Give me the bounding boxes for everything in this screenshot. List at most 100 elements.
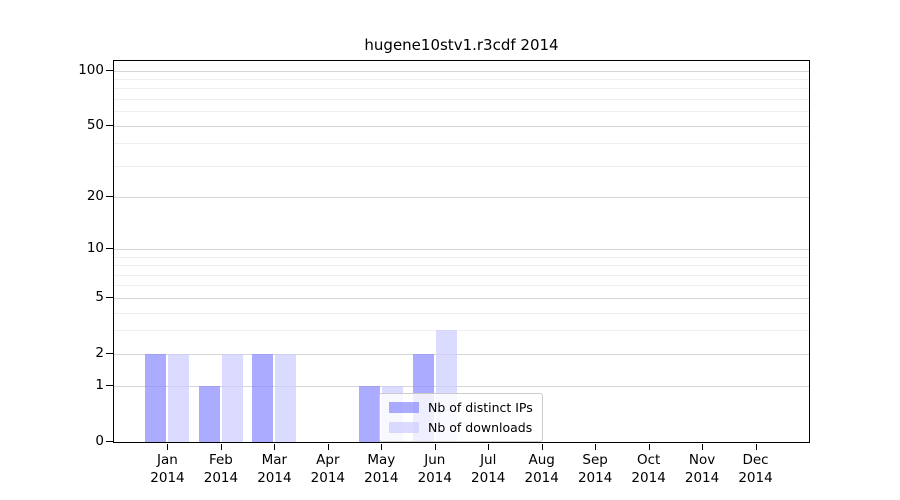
bar-distinct-ips-jan <box>145 353 167 442</box>
legend-label-distinct-ips: Nb of distinct IPs <box>428 400 533 415</box>
y-tick-label: 1 <box>95 377 104 394</box>
gridline-minor <box>114 111 809 113</box>
x-tick-label-year: 2014 <box>684 470 720 486</box>
y-tick-mark <box>106 352 113 354</box>
legend-item-downloads: Nb of downloads <box>389 420 533 435</box>
x-tick-mark <box>167 444 169 450</box>
x-tick-label: Aug 2014 <box>510 451 574 487</box>
y-tick-mark <box>106 248 113 250</box>
x-tick-label-year: 2014 <box>257 470 292 486</box>
x-tick-mark <box>220 444 222 450</box>
y-tick-label: 2 <box>95 344 104 361</box>
x-tick-label: Jan 2014 <box>135 451 199 487</box>
x-tick-label: Jul 2014 <box>456 451 520 487</box>
bar-distinct-ips-may <box>359 386 381 442</box>
gridline-minor <box>114 88 809 90</box>
y-tick-label: 10 <box>86 240 104 257</box>
y-tick-label: 5 <box>95 288 104 305</box>
gridline-major <box>114 197 809 199</box>
x-tick-label-month: Apr <box>316 452 340 468</box>
x-tick-label: Dec 2014 <box>724 451 788 487</box>
x-tick-label-month: Mar <box>261 452 288 468</box>
gridline-minor <box>114 79 809 81</box>
x-tick-mark <box>434 444 436 450</box>
y-tick-label: 20 <box>86 188 104 205</box>
x-tick-label: Sep 2014 <box>563 451 627 487</box>
x-tick-label-month: Dec <box>742 452 769 468</box>
x-tick-label: Feb 2014 <box>189 451 253 487</box>
x-tick-label-month: Oct <box>636 452 661 468</box>
x-tick-label-month: May <box>367 452 396 468</box>
legend-swatch-downloads-icon <box>389 422 419 433</box>
x-tick-label-year: 2014 <box>364 470 399 486</box>
y-tick-mark <box>106 69 113 71</box>
y-tick-mark <box>106 441 113 442</box>
x-tick-label-month: Jun <box>424 452 446 468</box>
x-tick-label-year: 2014 <box>631 470 666 486</box>
y-tick-mark <box>106 124 113 126</box>
x-tick-label-month: Sep <box>582 452 608 468</box>
gridline-minor <box>114 274 809 276</box>
legend-swatch-distinct-ips-icon <box>389 402 419 413</box>
x-tick-label-year: 2014 <box>417 470 452 486</box>
x-tick-mark <box>595 444 597 450</box>
y-tick-label: 0 <box>95 433 104 449</box>
gridline-minor <box>114 143 809 145</box>
x-tick-label-year: 2014 <box>577 470 613 486</box>
gridline-minor <box>114 165 809 167</box>
x-tick-label-year: 2014 <box>150 470 185 486</box>
x-tick-mark <box>488 444 490 450</box>
gridline-minor <box>114 330 809 332</box>
x-tick-mark <box>755 444 757 450</box>
chart-title: hugene10stv1.r3cdf 2014 <box>364 36 559 54</box>
x-tick-label: May 2014 <box>349 451 413 487</box>
bar-distinct-ips-feb <box>198 386 220 442</box>
x-tick-label-year: 2014 <box>310 470 346 486</box>
y-tick-label: 100 <box>78 61 104 78</box>
gridline-major <box>114 386 809 388</box>
legend: Nb of distinct IPs Nb of downloads <box>379 393 543 442</box>
x-tick-mark <box>274 444 276 450</box>
x-tick-mark <box>541 444 543 450</box>
gridline-minor <box>114 265 809 267</box>
bar-downloads-jan <box>168 353 190 442</box>
y-tick-label: 50 <box>86 116 104 133</box>
y-tick-mark <box>106 296 113 298</box>
gridline-major <box>114 249 809 251</box>
legend-item-distinct-ips: Nb of distinct IPs <box>389 400 533 415</box>
x-tick-label: Mar 2014 <box>242 451 306 487</box>
x-tick-mark <box>327 444 329 450</box>
gridline-major <box>114 353 809 355</box>
x-tick-label-month: Feb <box>208 452 233 468</box>
gridline-major <box>114 125 809 127</box>
x-tick-mark <box>648 444 650 450</box>
x-tick-label-month: Aug <box>528 452 555 468</box>
x-tick-label: Oct 2014 <box>617 451 681 487</box>
x-tick-label: Nov 2014 <box>670 451 734 487</box>
x-tick-label-month: Nov <box>688 452 716 468</box>
gridline-minor <box>114 256 809 258</box>
x-tick-label-month: Jan <box>157 452 178 468</box>
x-tick-label-month: Jul <box>480 452 497 468</box>
gridline-minor <box>114 285 809 287</box>
x-tick-mark <box>381 444 383 450</box>
y-tick-mark <box>106 196 113 198</box>
x-tick-label-year: 2014 <box>471 470 506 486</box>
plot-area: Nb of distinct IPs Nb of downloads <box>113 60 810 443</box>
legend-label-downloads: Nb of downloads <box>428 420 533 435</box>
x-tick-mark <box>702 444 704 450</box>
gridline-major <box>114 70 809 72</box>
bar-downloads-mar <box>275 353 297 442</box>
bar-distinct-ips-mar <box>252 353 274 442</box>
x-tick-label-year: 2014 <box>203 470 239 486</box>
x-tick-label-year: 2014 <box>738 470 773 486</box>
x-tick-label: Apr 2014 <box>296 451 360 487</box>
x-tick-label: Jun 2014 <box>403 451 467 487</box>
gridline-minor <box>114 99 809 101</box>
gridline-major <box>114 297 809 299</box>
y-tick-mark <box>106 385 113 387</box>
gridline-minor <box>114 312 809 314</box>
bar-downloads-feb <box>221 353 243 442</box>
x-tick-label-year: 2014 <box>524 470 559 486</box>
